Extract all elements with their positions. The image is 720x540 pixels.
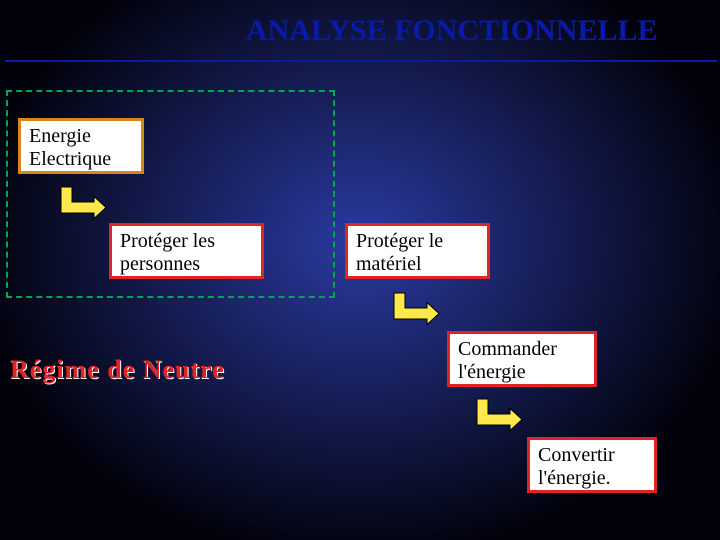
box-energie-electrique: EnergieElectrique bbox=[18, 118, 144, 174]
page-title: ANALYSE FONCTIONNELLE bbox=[246, 14, 658, 48]
subtitle-regime-de-neutre: Régime de Neutre bbox=[10, 355, 225, 385]
arrow-icon bbox=[393, 292, 440, 331]
box-proteger-materiel-label: Protéger lematériel bbox=[356, 230, 443, 276]
box-commander-label: Commanderl'énergie bbox=[458, 338, 557, 384]
box-convertir-label: Convertirl'énergie. bbox=[538, 444, 615, 490]
box-convertir-energie: Convertirl'énergie. bbox=[527, 437, 657, 493]
arrow-icon bbox=[476, 398, 523, 437]
stage: ANALYSE FONCTIONNELLE EnergieElectrique … bbox=[0, 0, 720, 540]
box-proteger-personnes-label: Protéger lespersonnes bbox=[120, 230, 215, 276]
box-energie-label: EnergieElectrique bbox=[29, 125, 111, 171]
box-commander-energie: Commanderl'énergie bbox=[447, 331, 597, 387]
arrow-icon bbox=[60, 186, 107, 225]
box-proteger-materiel: Protéger lematériel bbox=[345, 223, 490, 279]
title-underline bbox=[5, 60, 717, 62]
box-proteger-personnes: Protéger lespersonnes bbox=[109, 223, 264, 279]
